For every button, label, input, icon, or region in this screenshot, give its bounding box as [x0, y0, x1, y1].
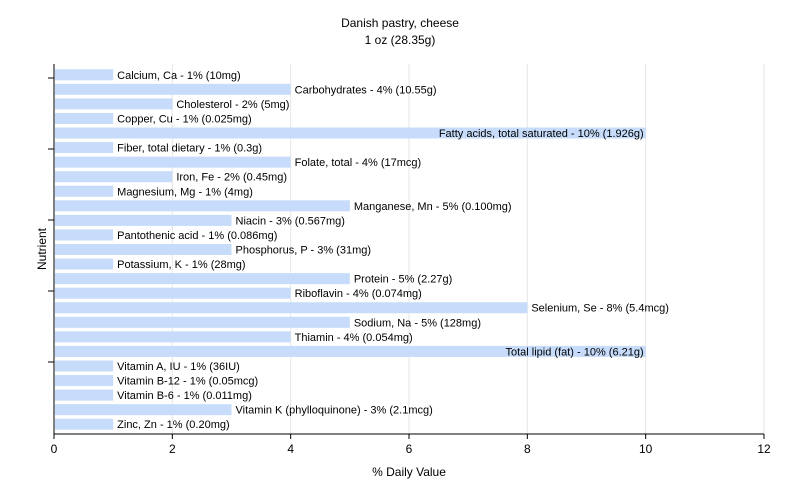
y-axis-label: Nutrient [35, 227, 49, 270]
bar [55, 316, 350, 328]
bar [55, 375, 114, 387]
bar-data-label: Calcium, Ca - 1% (10mg) [117, 70, 240, 82]
bar [55, 83, 291, 95]
x-tick-label: 10 [639, 442, 653, 456]
bar-data-label: Total lipid (fat) - 10% (6.21g) [505, 346, 643, 358]
bar [55, 142, 114, 154]
bar-data-label: Pantothenic acid - 1% (0.086mg) [117, 230, 277, 242]
bar [55, 258, 114, 270]
bar [55, 214, 232, 226]
y-axis-ticks [48, 77, 54, 363]
bar-data-label: Vitamin K (phylloquinone) - 3% (2.1mcg) [236, 405, 433, 417]
bar [55, 200, 350, 212]
bar-data-label: Folate, total - 4% (17mcg) [295, 157, 422, 169]
bar [55, 171, 173, 183]
bar [55, 229, 114, 241]
bar-data-label: Vitamin A, IU - 1% (36IU) [117, 361, 240, 373]
chart-subtitle: 1 oz (28.35g) [365, 33, 436, 47]
bar-data-label: Zinc, Zn - 1% (0.20mg) [117, 419, 229, 431]
x-tick-label: 8 [524, 442, 531, 456]
x-tick-label: 12 [757, 442, 771, 456]
x-axis-ticks: 0 2 4 6 8 10 12 [51, 434, 771, 456]
bar-data-label: Iron, Fe - 2% (0.45mg) [176, 172, 287, 184]
bar [55, 112, 114, 124]
x-axis-label: % Daily Value [372, 465, 446, 479]
bar-data-label: Cholesterol - 2% (5mg) [176, 99, 289, 111]
bar [55, 244, 232, 255]
bar-data-label: Magnesium, Mg - 1% (4mg) [117, 186, 253, 198]
bar-data-label: Carbohydrates - 4% (10.55g) [295, 84, 437, 96]
bar-data-label: Protein - 5% (2.27g) [354, 274, 452, 286]
bar-data-label: Sodium, Na - 5% (128mg) [354, 317, 481, 329]
bars [55, 69, 646, 430]
bar-data-label: Copper, Cu - 1% (0.025mg) [117, 113, 252, 125]
bar [55, 127, 646, 139]
bar-data-label: Thiamin - 4% (0.054mg) [295, 332, 413, 344]
bar [55, 331, 291, 343]
x-tick-label: 0 [51, 442, 58, 456]
bar [55, 69, 114, 81]
x-tick-label: 6 [406, 442, 413, 456]
x-tick-label: 2 [169, 442, 176, 456]
bar [55, 273, 350, 285]
bar-data-label: Fiber, total dietary - 1% (0.3g) [117, 143, 262, 155]
bar-data-label: Potassium, K - 1% (28mg) [117, 259, 245, 271]
bar [55, 287, 291, 299]
chart-title: Danish pastry, cheese [341, 16, 459, 30]
bar [55, 156, 291, 168]
bar-data-label: Vitamin B-12 - 1% (0.05mcg) [117, 376, 258, 388]
bar [55, 302, 528, 314]
gridlines [171, 64, 765, 434]
bar [55, 404, 232, 416]
bar-data-label: Selenium, Se - 8% (5.4mcg) [531, 303, 669, 315]
bar [55, 418, 114, 430]
bar [55, 345, 646, 357]
bar-labels: Calcium, Ca - 1% (10mg) Carbohydrates - 4… [117, 70, 669, 431]
bar [55, 185, 114, 197]
bar [55, 389, 114, 401]
bar-data-label: Niacin - 3% (0.567mg) [236, 215, 345, 227]
bar [55, 98, 173, 110]
bar-data-label: Phosphorus, P - 3% (31mg) [236, 245, 372, 257]
bar-data-label: Riboflavin - 4% (0.074mg) [295, 288, 422, 300]
bar [55, 360, 114, 372]
bar-data-label: Manganese, Mn - 5% (0.100mg) [354, 201, 512, 213]
bar-data-label: Vitamin B-6 - 1% (0.011mg) [117, 390, 252, 402]
bar-data-label: Fatty acids, total saturated - 10% (1.92… [439, 128, 644, 140]
x-tick-label: 4 [287, 442, 294, 456]
